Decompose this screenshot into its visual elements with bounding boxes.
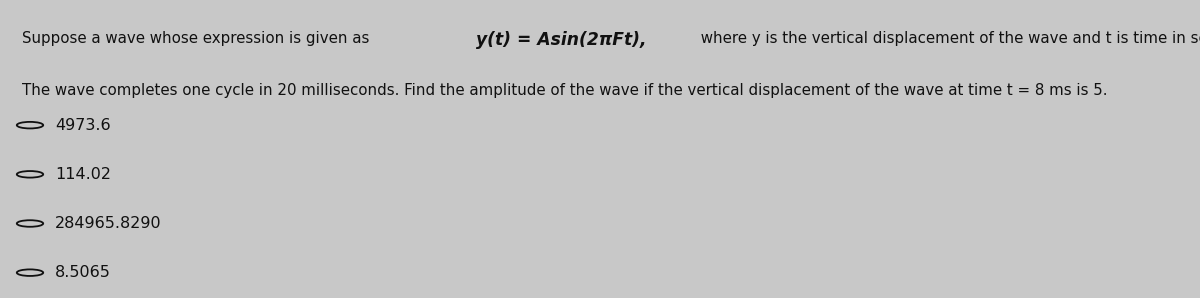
Text: The wave completes one cycle in 20 milliseconds. Find the amplitude of the wave : The wave completes one cycle in 20 milli…: [22, 83, 1108, 98]
Text: 114.02: 114.02: [55, 167, 112, 182]
Text: 8.5065: 8.5065: [55, 265, 112, 280]
Text: Suppose a wave whose expression is given as: Suppose a wave whose expression is given…: [22, 31, 373, 46]
Text: 4973.6: 4973.6: [55, 118, 110, 133]
Text: 284965.8290: 284965.8290: [55, 216, 162, 231]
Text: where y is the vertical displacement of the wave and t is time in seconds.: where y is the vertical displacement of …: [696, 31, 1200, 46]
Text: y(t) = Asin(2πFt),: y(t) = Asin(2πFt),: [476, 31, 647, 49]
